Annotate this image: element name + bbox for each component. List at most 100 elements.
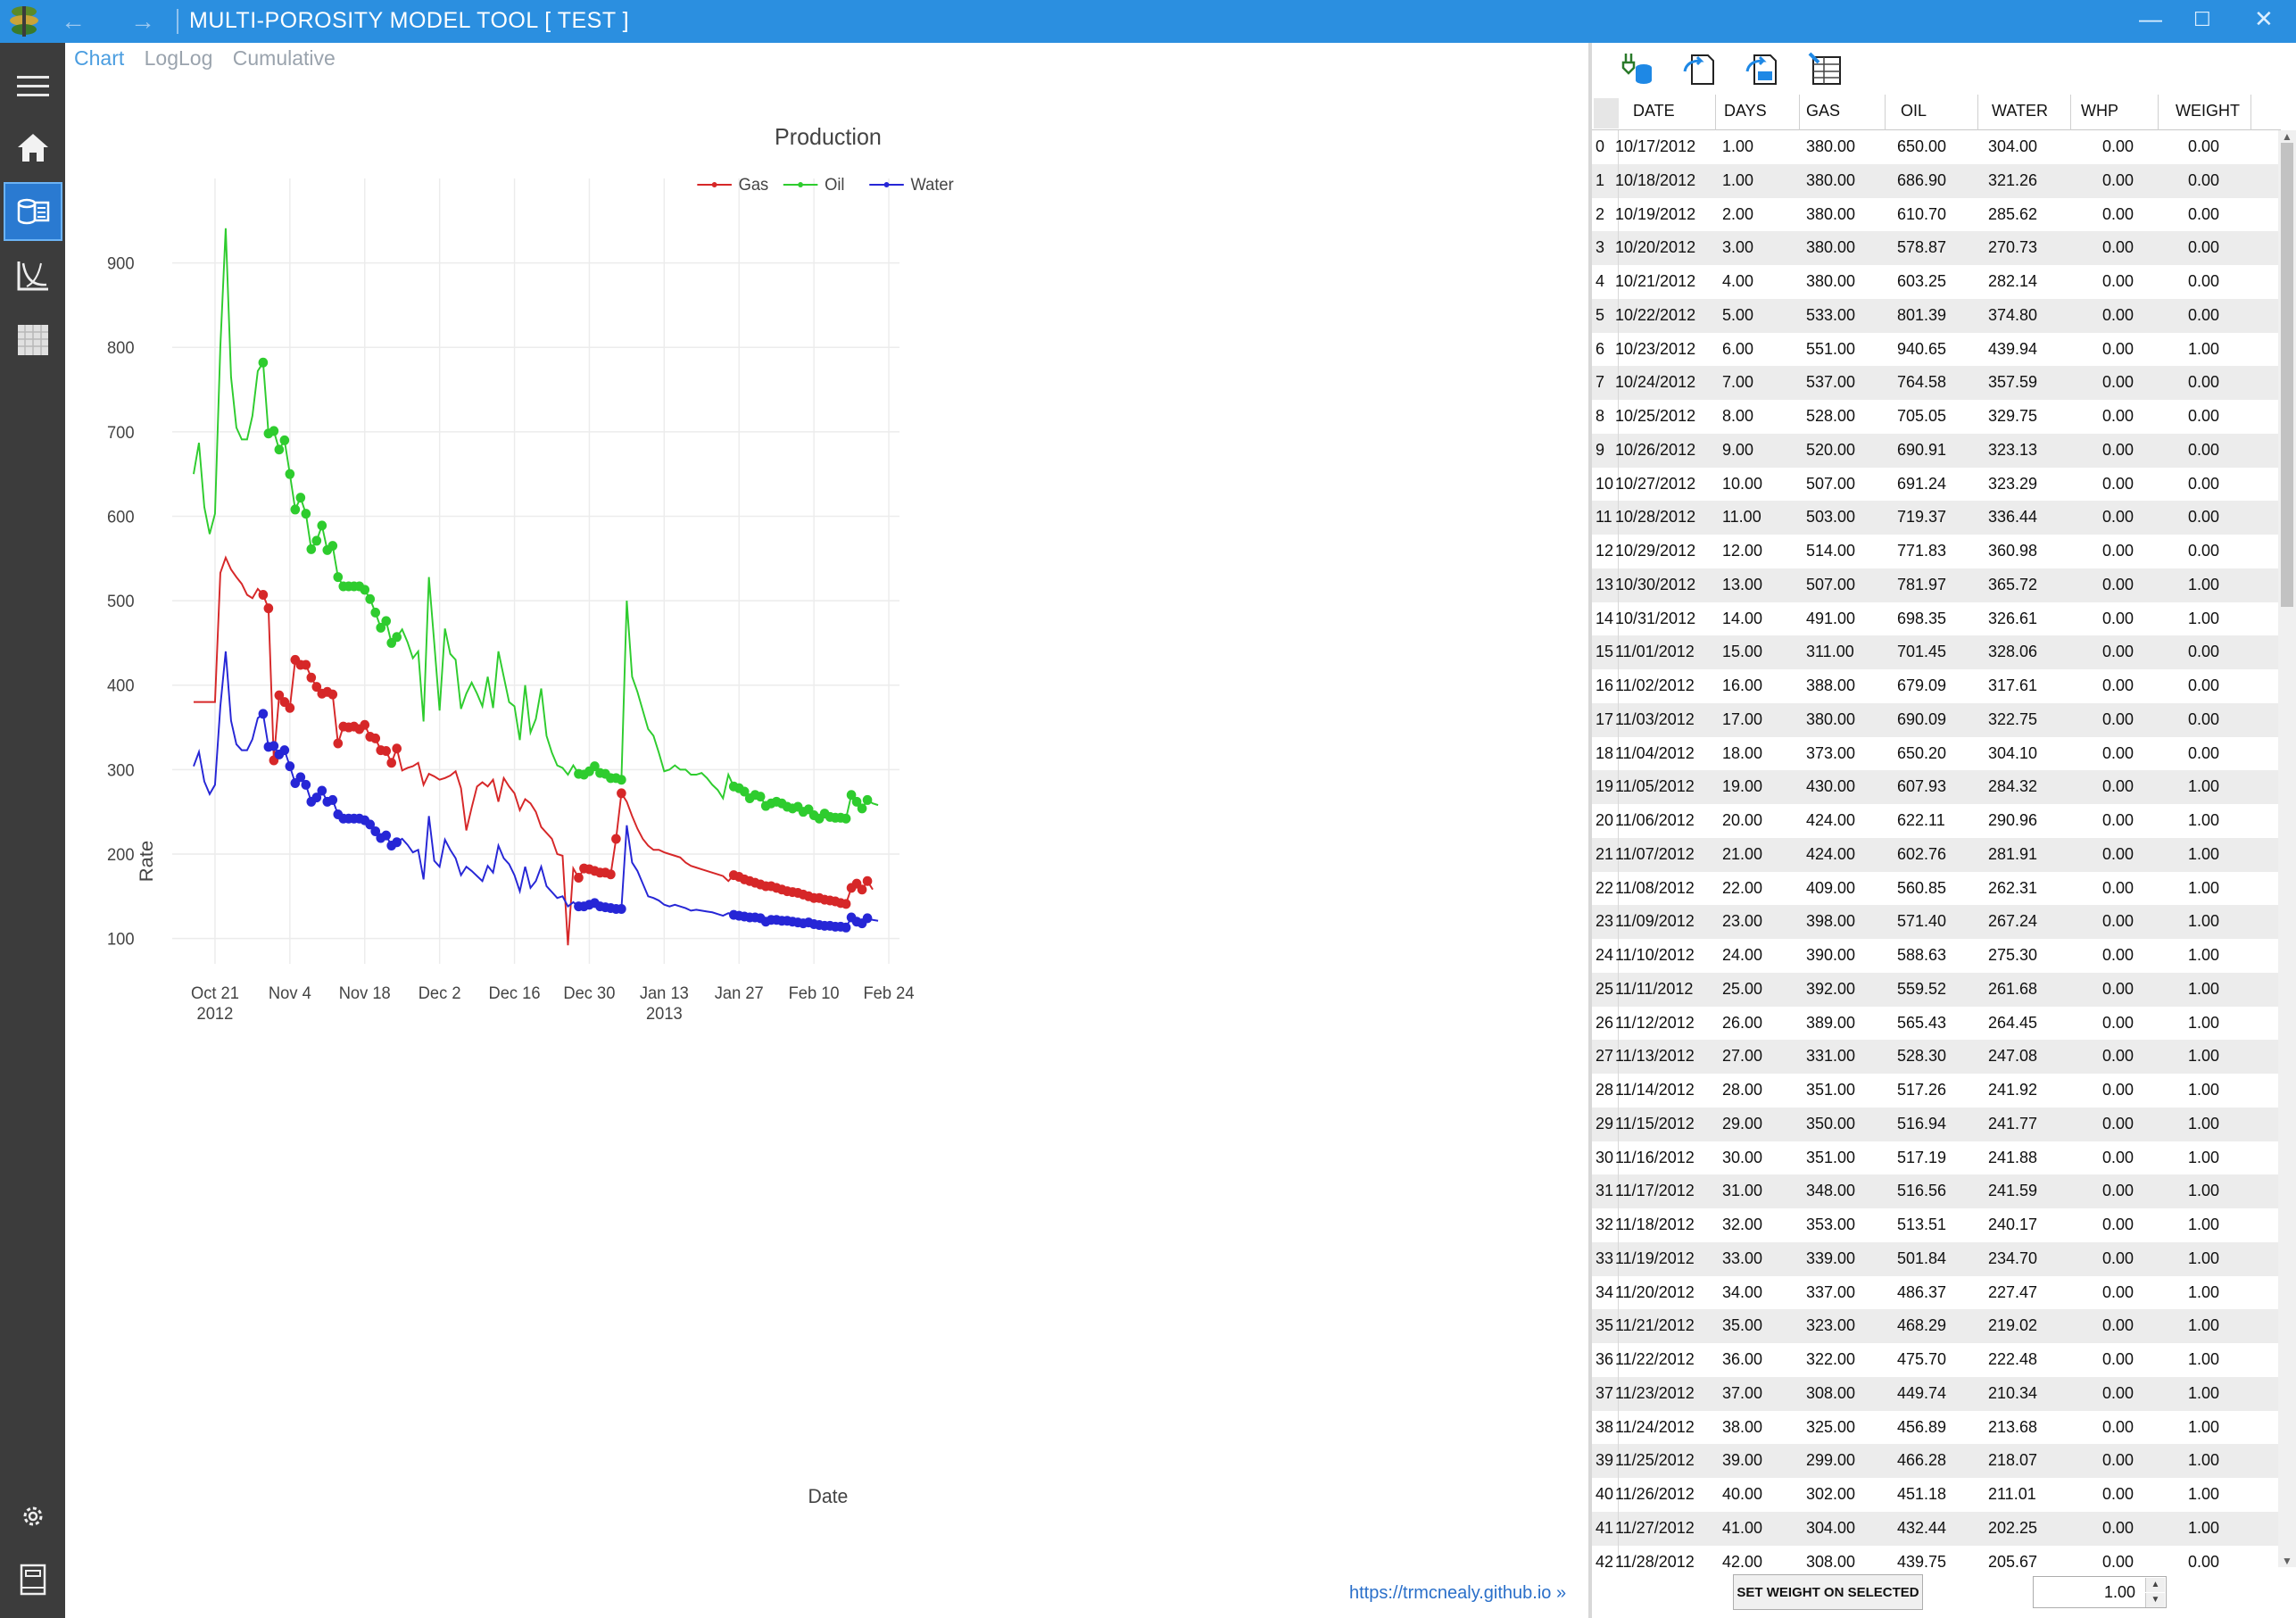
cell-whp[interactable]: 0.00: [2102, 137, 2134, 155]
cell-whp[interactable]: 0.00: [2102, 1350, 2134, 1368]
table-row[interactable]: 4 10/21/2012 4.00 380.00 603.25 282.14 0.00 0.0…: [1592, 265, 2281, 299]
cell-days[interactable]: 34.00: [1722, 1282, 1763, 1301]
row-header[interactable]: [1592, 736, 1619, 771]
cell-date[interactable]: 11/02/2012: [1615, 676, 1695, 694]
cell-water[interactable]: 329.75: [1988, 407, 2038, 425]
cell-whp[interactable]: 0.00: [2102, 407, 2134, 425]
cell-date[interactable]: 10/24/2012: [1615, 373, 1696, 392]
cell-water[interactable]: 323.13: [1988, 440, 2038, 459]
cell-whp[interactable]: 0.00: [2102, 1047, 2134, 1066]
cell-date[interactable]: 11/24/2012: [1615, 1417, 1695, 1436]
cell-gas[interactable]: 302.00: [1806, 1485, 1856, 1503]
edit-table-icon[interactable]: [1806, 50, 1845, 87]
cell-water[interactable]: 267.24: [1988, 912, 2038, 931]
cell-weight[interactable]: 1.00: [2188, 1081, 2220, 1099]
set-weight-button[interactable]: SET WEIGHT ON SELECTED: [1733, 1574, 1923, 1610]
table-row[interactable]: 28 11/14/2012 28.00 351.00 517.26 241.92 0.00 1…: [1592, 1074, 2281, 1108]
cell-date[interactable]: 11/09/2012: [1615, 912, 1695, 931]
cell-days[interactable]: 37.00: [1722, 1383, 1763, 1402]
table-row[interactable]: 37 11/23/2012 37.00 308.00 449.74 210.34 0.00 1…: [1592, 1376, 2281, 1411]
row-header[interactable]: [1592, 265, 1619, 299]
cell-oil[interactable]: 719.37: [1897, 508, 1947, 527]
cell-oil[interactable]: 698.35: [1897, 609, 1947, 627]
cell-date[interactable]: 10/20/2012: [1615, 238, 1696, 257]
website-link[interactable]: https://trmcnealy.github.io »: [1349, 1583, 1567, 1603]
cell-weight[interactable]: 1.00: [2188, 912, 2220, 931]
cell-oil[interactable]: 468.29: [1897, 1316, 1947, 1335]
table-row[interactable]: 9 10/26/2012 9.00 520.00 690.91 323.13 0.00 0.0…: [1592, 433, 2281, 468]
cell-days[interactable]: 31.00: [1722, 1182, 1763, 1200]
maximize-button[interactable]: ☐: [2193, 8, 2211, 30]
cell-water[interactable]: 365.72: [1988, 575, 2038, 593]
cell-water[interactable]: 322.75: [1988, 709, 2038, 728]
row-header[interactable]: [1592, 871, 1619, 906]
column-header-whp[interactable]: WHP: [2081, 102, 2118, 120]
row-header[interactable]: [1592, 1511, 1619, 1546]
cell-gas[interactable]: 348.00: [1806, 1182, 1856, 1200]
cell-whp[interactable]: 0.00: [2102, 1316, 2134, 1335]
row-header[interactable]: [1592, 433, 1619, 468]
cell-days[interactable]: 22.00: [1722, 878, 1763, 897]
cell-whp[interactable]: 0.00: [2102, 1451, 2134, 1470]
table-row[interactable]: 38 11/24/2012 38.00 325.00 456.89 213.68 0.00 1…: [1592, 1410, 2281, 1445]
cell-oil[interactable]: 679.09: [1897, 676, 1947, 694]
cell-gas[interactable]: 424.00: [1806, 844, 1856, 863]
cell-whp[interactable]: 0.00: [2102, 373, 2134, 392]
cell-oil[interactable]: 610.70: [1897, 204, 1947, 223]
cell-whp[interactable]: 0.00: [2102, 676, 2134, 694]
cell-oil[interactable]: 801.39: [1897, 305, 1947, 324]
cell-whp[interactable]: 0.00: [2102, 1216, 2134, 1233]
row-header[interactable]: [1592, 1376, 1619, 1411]
cell-whp[interactable]: 0.00: [2102, 339, 2134, 358]
cell-date[interactable]: 11/12/2012: [1615, 1013, 1695, 1032]
cell-date[interactable]: 11/01/2012: [1615, 643, 1695, 661]
cell-days[interactable]: 18.00: [1722, 743, 1763, 762]
cell-whp[interactable]: 0.00: [2102, 777, 2134, 796]
table-row[interactable]: 0 10/17/2012 1.00 380.00 650.00 304.00 0.00 0.0…: [1592, 130, 2281, 164]
cell-weight[interactable]: 1.00: [2188, 1417, 2220, 1436]
cell-whp[interactable]: 0.00: [2102, 204, 2134, 223]
cell-water[interactable]: 282.14: [1988, 272, 2038, 290]
table-row[interactable]: 5 10/22/2012 5.00 533.00 801.39 374.80 0.00 0.0…: [1592, 298, 2281, 333]
cell-days[interactable]: 33.00: [1722, 1249, 1763, 1267]
cell-whp[interactable]: 0.00: [2102, 1485, 2134, 1503]
table-row[interactable]: 41 11/27/2012 41.00 304.00 432.44 202.25 0.00 1…: [1592, 1511, 2281, 1546]
table-row[interactable]: 1 10/18/2012 1.00 380.00 686.90 321.26 0.00 0.0…: [1592, 163, 2281, 198]
cell-gas[interactable]: 380.00: [1806, 137, 1856, 155]
cell-water[interactable]: 241.59: [1988, 1182, 2038, 1200]
cell-weight[interactable]: 1.00: [2188, 1383, 2220, 1402]
cell-gas[interactable]: 353.00: [1806, 1216, 1856, 1233]
grid-table-icon[interactable]: [4, 311, 62, 369]
cell-oil[interactable]: 686.90: [1897, 170, 1947, 189]
table-row[interactable]: 27 11/13/2012 27.00 331.00 528.30 247.08 0.00 1…: [1592, 1040, 2281, 1074]
column-header-oil[interactable]: OIL: [1901, 102, 1927, 120]
row-header[interactable]: [1592, 602, 1619, 636]
table-row[interactable]: 2 10/19/2012 2.00 380.00 610.70 285.62 0.00 0.0…: [1592, 197, 2281, 232]
cell-date[interactable]: 11/08/2012: [1615, 878, 1695, 897]
column-header-date[interactable]: DATE: [1633, 102, 1675, 120]
cell-oil[interactable]: 602.76: [1897, 844, 1947, 863]
cell-gas[interactable]: 350.00: [1806, 1114, 1856, 1133]
cell-weight[interactable]: 1.00: [2188, 946, 2220, 964]
cell-weight[interactable]: 1.00: [2188, 1148, 2220, 1166]
cell-gas[interactable]: 325.00: [1806, 1417, 1856, 1436]
cell-water[interactable]: 218.07: [1988, 1451, 2038, 1470]
cell-weight[interactable]: 0.00: [2188, 204, 2220, 223]
cell-days[interactable]: 32.00: [1722, 1216, 1763, 1233]
spin-up-icon[interactable]: ▲: [2145, 1578, 2165, 1592]
select-all-corner[interactable]: [1594, 98, 1619, 129]
cell-weight[interactable]: 0.00: [2188, 373, 2220, 392]
cell-gas[interactable]: 507.00: [1806, 575, 1856, 593]
cell-weight[interactable]: 0.00: [2188, 1552, 2220, 1568]
cell-weight[interactable]: 1.00: [2188, 777, 2220, 796]
cell-oil[interactable]: 565.43: [1897, 1013, 1947, 1032]
cell-gas[interactable]: 390.00: [1806, 946, 1856, 964]
cell-water[interactable]: 202.25: [1988, 1518, 2038, 1537]
row-header[interactable]: [1592, 568, 1619, 602]
cell-days[interactable]: 9.00: [1722, 440, 1754, 459]
cell-date[interactable]: 11/20/2012: [1615, 1282, 1695, 1301]
cell-date[interactable]: 11/19/2012: [1615, 1249, 1695, 1267]
cell-weight[interactable]: 1.00: [2188, 1451, 2220, 1470]
cell-whp[interactable]: 0.00: [2102, 238, 2134, 257]
row-header[interactable]: [1592, 669, 1619, 703]
